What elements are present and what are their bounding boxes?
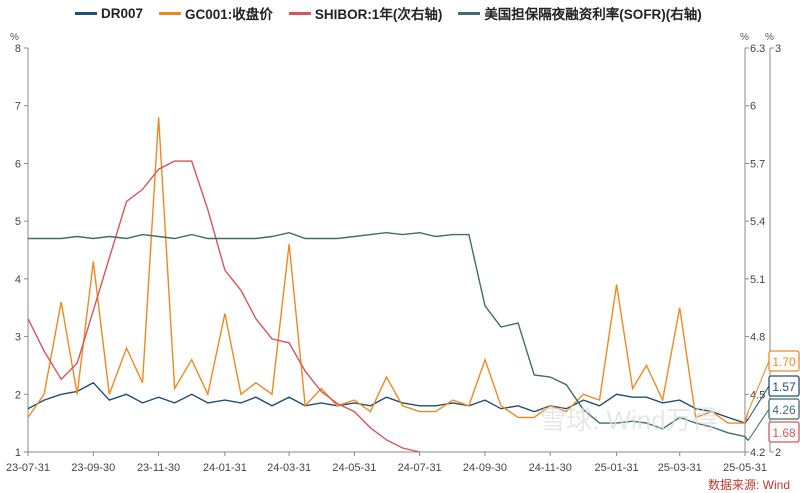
legend-item-sofr: 美国担保隔夜融资利率(SOFR)(右轴) — [458, 3, 702, 23]
last-value-box — [768, 350, 800, 372]
last-value-label: 1.70 — [772, 355, 796, 369]
y-tick-label: 1 — [15, 447, 21, 459]
y-right-tick-label: 5.4 — [750, 216, 765, 228]
y-tick-label: 6 — [15, 158, 21, 170]
legend-item-gc001: GC001:收盘价 — [159, 3, 273, 23]
x-tick-label: 23-11-30 — [137, 462, 180, 474]
legend: DR007 GC001:收盘价 SHIBOR:1年(次右轴) 美国担保隔夜融资利… — [75, 3, 702, 23]
y-tick-label: 7 — [15, 101, 21, 113]
y-tick-label: 2 — [15, 389, 21, 401]
x-tick-label: 24-05-31 — [332, 462, 376, 474]
label-connector — [747, 385, 770, 420]
x-tick-label: 23-07-31 — [6, 462, 50, 474]
legend-item-shibor: SHIBOR:1年(次右轴) — [288, 3, 443, 23]
last-value-label: 1.57 — [772, 380, 796, 394]
y-right-tick-label: 4.8 — [750, 332, 765, 344]
y-axis-right-unit: % — [740, 32, 749, 43]
y-tick-label: 3 — [15, 332, 21, 344]
x-tick-label: 25-03-31 — [658, 462, 702, 474]
label-connector — [747, 360, 770, 412]
last-value-box — [768, 398, 800, 420]
last-value-box — [768, 421, 800, 443]
last-value-box — [768, 375, 800, 397]
y-axis-right2-unit: % — [765, 32, 774, 43]
legend-label: 美国担保隔夜融资利率(SOFR)(右轴) — [484, 7, 702, 22]
legend-label: SHIBOR:1年(次右轴) — [314, 7, 443, 22]
series-line-1 — [27, 117, 749, 424]
last-value-label: 1.68 — [772, 426, 796, 440]
x-tick-label: 23-09-30 — [71, 462, 115, 474]
x-tick-label: 24-07-31 — [398, 462, 442, 474]
y-right-tick-label: 5.7 — [750, 158, 765, 170]
source-note: 数据来源: Wind — [708, 478, 791, 492]
y-tick-label: 5 — [15, 216, 21, 228]
y-right-tick-label: 4.2 — [750, 447, 765, 459]
x-tick-label: 24-01-31 — [203, 462, 247, 474]
series-line-2 — [27, 160, 420, 453]
x-tick-label: 24-09-30 — [463, 462, 507, 474]
y-right-tick-label: 6.3 — [750, 43, 765, 55]
last-value-label: 4.26 — [772, 403, 796, 417]
series-line-3 — [28, 231, 749, 441]
y-axis-left-unit: % — [10, 32, 19, 43]
x-tick-label: 24-03-31 — [267, 462, 311, 474]
x-tick-label: 25-05-31 — [723, 462, 767, 474]
label-connector — [747, 408, 770, 441]
y-tick-label: 4 — [15, 274, 21, 286]
legend-item-dr007: DR007 — [75, 3, 143, 23]
y-right-tick-label: 6 — [750, 101, 756, 113]
y-tick-label: 8 — [15, 43, 21, 55]
y-right2-tick-label: 2 — [775, 447, 781, 459]
watermark: 雪球: Wind万得 — [540, 405, 718, 435]
legend-label: DR007 — [101, 5, 144, 21]
y-right-tick-label: 5.1 — [750, 274, 765, 286]
series-line-0 — [27, 381, 749, 424]
y-right2-tick-label: 3 — [775, 43, 781, 55]
x-tick-label: 25-01-31 — [595, 462, 639, 474]
legend-label: GC001:收盘价 — [185, 7, 273, 22]
x-tick-label: 24-11-30 — [529, 462, 572, 474]
